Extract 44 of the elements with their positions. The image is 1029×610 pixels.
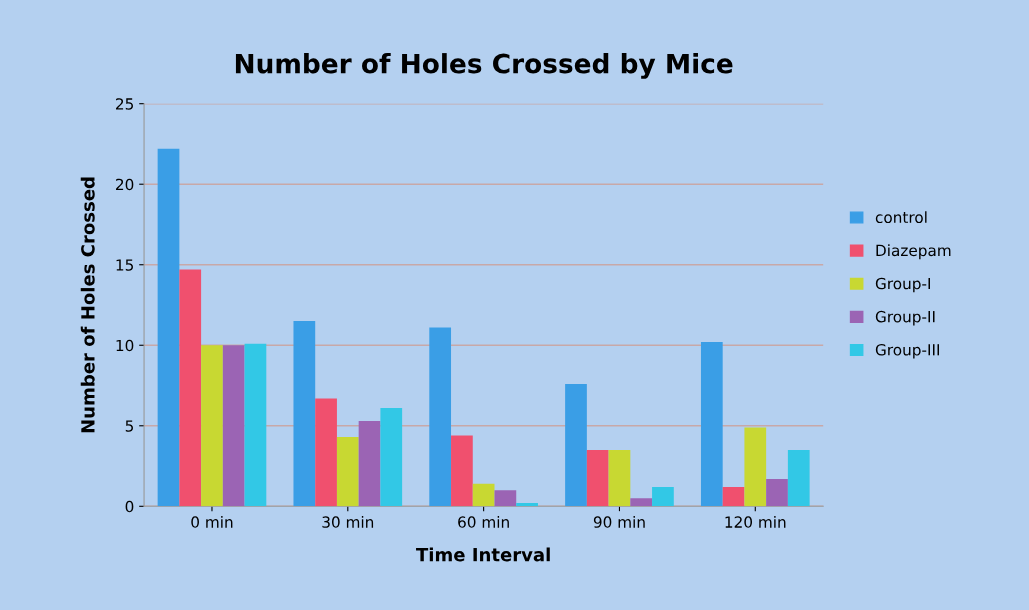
chart-title: Number of Holes Crossed by Mice xyxy=(235,53,733,79)
y-tick-label: 15 xyxy=(116,259,133,271)
bar xyxy=(744,427,767,507)
bar xyxy=(201,345,223,507)
bar xyxy=(451,435,473,507)
bar xyxy=(516,503,538,507)
bar xyxy=(586,449,609,507)
y-tick-label: 10 xyxy=(116,339,134,352)
legend-label: Group-II xyxy=(875,310,935,326)
bar xyxy=(293,321,316,507)
bar xyxy=(315,398,337,507)
legend-label: control xyxy=(875,211,927,224)
legend-label: Group-I xyxy=(875,277,930,293)
bar xyxy=(565,383,587,507)
bar xyxy=(494,490,517,507)
y-tick-label: 0 xyxy=(125,500,134,513)
bar xyxy=(429,327,452,507)
legend-label: Diazepam xyxy=(876,244,951,260)
bar xyxy=(766,478,788,507)
x-axis-title: Time Interval xyxy=(416,547,550,562)
y-tick-label: 5 xyxy=(125,420,133,432)
y-tick-label: 25 xyxy=(116,98,133,110)
x-tick-label: 60 min xyxy=(458,516,509,528)
x-tick-label: 30 min xyxy=(322,516,374,528)
bar xyxy=(608,449,631,507)
x-tick-label: 120 min xyxy=(725,516,786,528)
x-tick-label: 90 min xyxy=(593,516,645,528)
bar xyxy=(244,343,267,507)
bar xyxy=(358,420,381,507)
bar xyxy=(652,486,674,507)
bar xyxy=(336,437,359,507)
bar xyxy=(722,486,745,507)
bar xyxy=(179,269,202,507)
bar xyxy=(222,345,245,507)
bar xyxy=(787,449,810,507)
bar xyxy=(380,408,403,507)
legend-label: Group-III xyxy=(875,343,940,359)
bar xyxy=(472,483,495,507)
bar xyxy=(157,148,180,507)
y-tick-label: 20 xyxy=(116,178,134,191)
bar xyxy=(700,342,723,507)
bar xyxy=(630,498,653,507)
x-tick-label: 0 min xyxy=(191,516,233,528)
y-axis-title: Number of Holes Crossed xyxy=(80,177,95,433)
